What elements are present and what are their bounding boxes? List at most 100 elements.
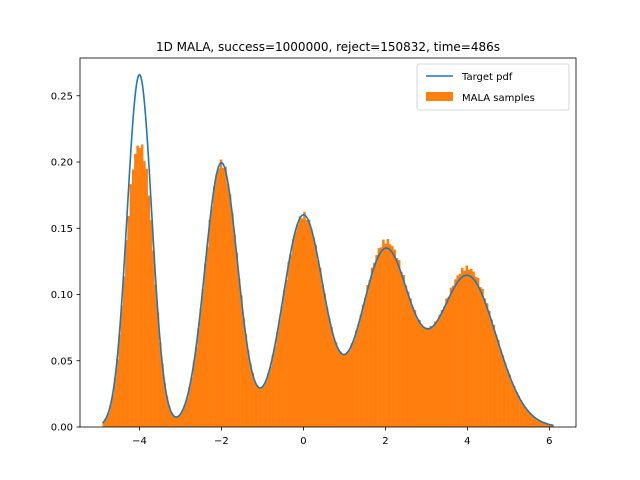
histogram-bar: [226, 183, 230, 427]
histogram-bar: [149, 220, 153, 427]
histogram-bar: [348, 350, 351, 427]
histogram-bar: [278, 319, 281, 427]
histogram-bar: [323, 293, 327, 427]
legend-patch-swatch: [426, 92, 453, 101]
histogram-bar: [197, 328, 200, 427]
histogram-bar: [350, 343, 354, 427]
histogram-bar: [427, 329, 430, 427]
y-axis: 0.00 0.05 0.10 0.15 0.20 0.25: [51, 91, 80, 434]
histogram-bar: [551, 425, 554, 427]
histogram-bar: [355, 330, 358, 427]
histogram-bar: [508, 374, 511, 427]
histogram-bar: [490, 319, 493, 427]
histogram-bar: [264, 380, 268, 427]
histogram-bar: [255, 384, 259, 427]
histogram-bar: [548, 424, 552, 427]
histogram-bar: [474, 276, 478, 427]
histogram-bar: [161, 363, 164, 427]
x-tick-label: 2: [382, 436, 388, 447]
histogram-bar: [526, 410, 529, 427]
x-tick-label: −2: [214, 436, 229, 447]
histogram-bar: [368, 280, 372, 427]
histogram-bar: [431, 326, 435, 427]
histogram-bar: [359, 314, 363, 427]
histogram-bar: [152, 250, 155, 427]
histogram-bar: [357, 323, 360, 427]
histogram-bar: [449, 287, 453, 427]
histogram-bar: [183, 404, 187, 427]
histogram-bar: [172, 415, 175, 427]
histogram-bars: [102, 144, 554, 428]
histogram-bar: [530, 415, 534, 427]
histogram-bar: [134, 153, 137, 427]
histogram-bar: [377, 248, 381, 427]
y-tick-label: 0.00: [51, 423, 73, 434]
histogram-bar: [544, 423, 547, 427]
histogram-bar: [364, 297, 367, 427]
histogram-bar: [456, 275, 460, 427]
histogram-bar: [170, 412, 173, 427]
histogram-bar: [479, 286, 482, 427]
histogram-bar: [199, 308, 203, 427]
histogram-bar: [352, 339, 356, 427]
histogram-bar: [325, 307, 329, 427]
histogram-bar: [215, 174, 218, 427]
histogram-bar: [517, 395, 520, 427]
histogram-bar: [113, 378, 117, 427]
histogram-bar: [454, 279, 457, 427]
histogram-bar: [307, 219, 311, 427]
histogram-bar: [391, 246, 394, 427]
histogram-bar: [379, 247, 383, 427]
histogram-bar: [386, 239, 390, 427]
y-tick-label: 0.05: [51, 356, 73, 367]
histogram-bar: [343, 354, 347, 427]
histogram-bar: [397, 260, 401, 427]
histogram-bar: [296, 224, 299, 427]
histogram-bar: [467, 269, 471, 427]
histogram-bar: [499, 349, 502, 427]
histogram-bar: [339, 351, 342, 427]
histogram-bar: [537, 420, 541, 427]
x-tick-label: −4: [132, 436, 147, 447]
x-tick-label: 0: [300, 436, 306, 447]
histogram-bar: [384, 243, 387, 427]
histogram-bar: [521, 404, 525, 427]
histogram-bar: [289, 254, 293, 427]
legend: Target pdf MALA samples: [416, 63, 570, 111]
histogram-bar: [246, 350, 250, 427]
plot-frame: [79, 57, 577, 428]
target-pdf-line: [101, 73, 554, 427]
plot-area: [79, 57, 577, 428]
y-tick-label: 0.15: [51, 224, 73, 235]
histogram-bar: [224, 166, 227, 427]
histogram-bar: [176, 416, 180, 427]
histogram-bar: [276, 331, 279, 427]
histogram-bar: [258, 388, 261, 427]
histogram-bar: [194, 347, 198, 427]
histogram-bar: [470, 268, 473, 427]
histogram-bar: [174, 417, 178, 427]
histogram-bar: [481, 288, 484, 427]
histogram-bar: [287, 261, 290, 427]
histogram-bar: [190, 377, 194, 427]
histogram-bar: [465, 265, 469, 427]
histogram-bar: [219, 159, 223, 427]
histogram-bar: [429, 325, 432, 427]
histogram-bar: [341, 354, 345, 427]
histogram-bar: [415, 318, 419, 427]
histogram-bar: [213, 186, 216, 427]
histogram-bar: [201, 288, 205, 427]
histogram-bar: [249, 363, 252, 427]
histogram-bar: [395, 258, 399, 427]
histogram-bar: [179, 414, 182, 427]
histogram-bar: [411, 306, 414, 427]
histogram-bar: [127, 216, 130, 427]
histogram-bar: [118, 334, 121, 427]
histogram-bar: [539, 421, 543, 427]
histogram-bar: [424, 327, 428, 427]
histogram-bar: [192, 361, 196, 427]
histogram-bar: [393, 249, 396, 427]
histogram-bar: [235, 252, 239, 427]
histogram-bar: [418, 319, 421, 427]
histogram-bar: [445, 298, 448, 427]
